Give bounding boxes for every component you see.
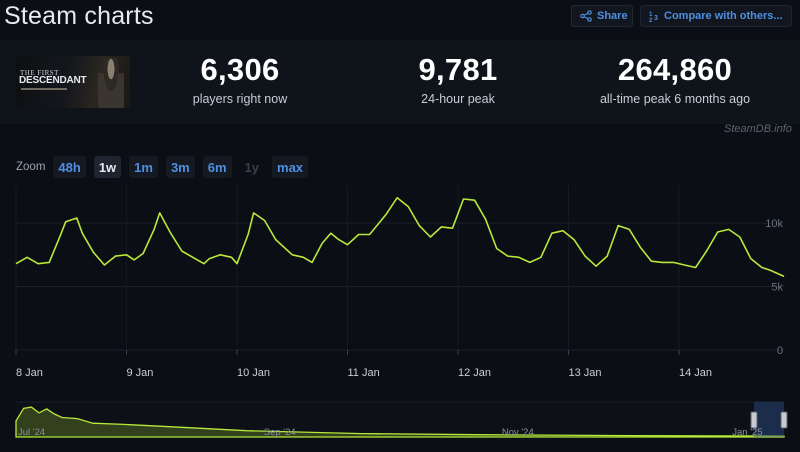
game-logo-line1: THE FIRST xyxy=(20,69,59,77)
svg-text:1: 1 xyxy=(649,12,653,18)
stat-alltime-peak: 264,860 all-time peak 6 months ago xyxy=(590,52,760,106)
stat-current-players: 6,306 players right now xyxy=(180,52,300,106)
zoom-option-max[interactable]: max xyxy=(272,156,309,178)
zoom-option-1w[interactable]: 1w xyxy=(93,156,122,178)
navigator-tick-label: Nov '24 xyxy=(502,427,534,438)
navigator-chart[interactable]: Jul '24 Sep '24 Nov '24 Jan '25 xyxy=(0,400,800,442)
navigator-tick-label: Jul '24 xyxy=(18,427,45,438)
navigator-background xyxy=(16,402,784,437)
game-logo-character xyxy=(98,58,124,108)
navigator-handle-left[interactable] xyxy=(750,411,758,429)
zoom-bar: Zoom 48h 1w 1m 3m 6m 1y max xyxy=(16,156,316,178)
x-tick-label: 13 Jan xyxy=(569,367,602,379)
stat-24h-label: 24-hour peak xyxy=(421,92,495,106)
share-icon xyxy=(580,10,592,22)
compare-icon: 1 2 3 xyxy=(649,12,658,22)
game-logo-line2: DESCENDANT xyxy=(19,75,87,86)
header: Steam charts Share 1 2 3 Compare with ot… xyxy=(0,0,800,36)
stats-panel xyxy=(0,40,800,124)
navigator-handle-right[interactable] xyxy=(780,411,788,429)
game-logo[interactable]: THE FIRST DESCENDANT xyxy=(16,56,130,108)
page-title: Steam charts xyxy=(4,2,154,30)
navigator-selection[interactable] xyxy=(754,402,784,437)
x-tick-label: 11 Jan xyxy=(348,367,380,379)
compare-button[interactable]: 1 2 3 Compare with others... xyxy=(640,5,792,27)
y-tick-label: 5k xyxy=(771,282,783,294)
stat-24h-value: 9,781 xyxy=(418,52,498,87)
svg-text:2: 2 xyxy=(649,18,653,22)
x-tick-label: 9 Jan xyxy=(127,367,154,379)
zoom-option-48h[interactable]: 48h xyxy=(53,156,86,178)
navigator-tick-label: Jan '25 xyxy=(732,427,762,438)
zoom-option-3m[interactable]: 3m xyxy=(165,156,195,178)
zoom-label: Zoom xyxy=(16,161,46,173)
share-button[interactable]: Share xyxy=(571,5,633,27)
zoom-option-6m[interactable]: 6m xyxy=(202,156,232,178)
compare-label: Compare with others... xyxy=(664,10,783,22)
x-tick-label: 14 Jan xyxy=(679,367,712,379)
x-tick-label: 12 Jan xyxy=(458,367,491,379)
svg-text:3: 3 xyxy=(654,15,658,22)
player-count-chart[interactable]: 0 5k 10k 8 Jan 9 Jan 10 Jan 11 Jan 12 Jan 13 Jan… xyxy=(0,185,800,390)
stat-alltime-value: 264,860 xyxy=(617,52,733,87)
x-tick-label: 8 Jan xyxy=(16,367,43,379)
share-label: Share xyxy=(597,10,628,22)
stat-24h-peak: 9,781 24-hour peak xyxy=(398,52,518,106)
navigator-tick-label: Sep '24 xyxy=(264,427,296,438)
zoom-option-1m[interactable]: 1m xyxy=(129,156,158,178)
stat-current-value: 6,306 xyxy=(200,52,280,87)
player-count-line[interactable] xyxy=(15,196,785,278)
y-tick-label: 10k xyxy=(765,218,783,230)
navigator-area xyxy=(15,406,785,438)
stat-alltime-label: all-time peak 6 months ago xyxy=(599,92,751,106)
x-tick-label: 10 Jan xyxy=(237,367,270,379)
steamdb-watermark[interactable]: SteamDB.info xyxy=(724,123,792,135)
stat-current-label: players right now xyxy=(192,92,288,106)
zoom-option-1y: 1y xyxy=(244,159,260,175)
game-logo-underline xyxy=(21,88,67,90)
y-tick-label: 0 xyxy=(777,345,783,357)
